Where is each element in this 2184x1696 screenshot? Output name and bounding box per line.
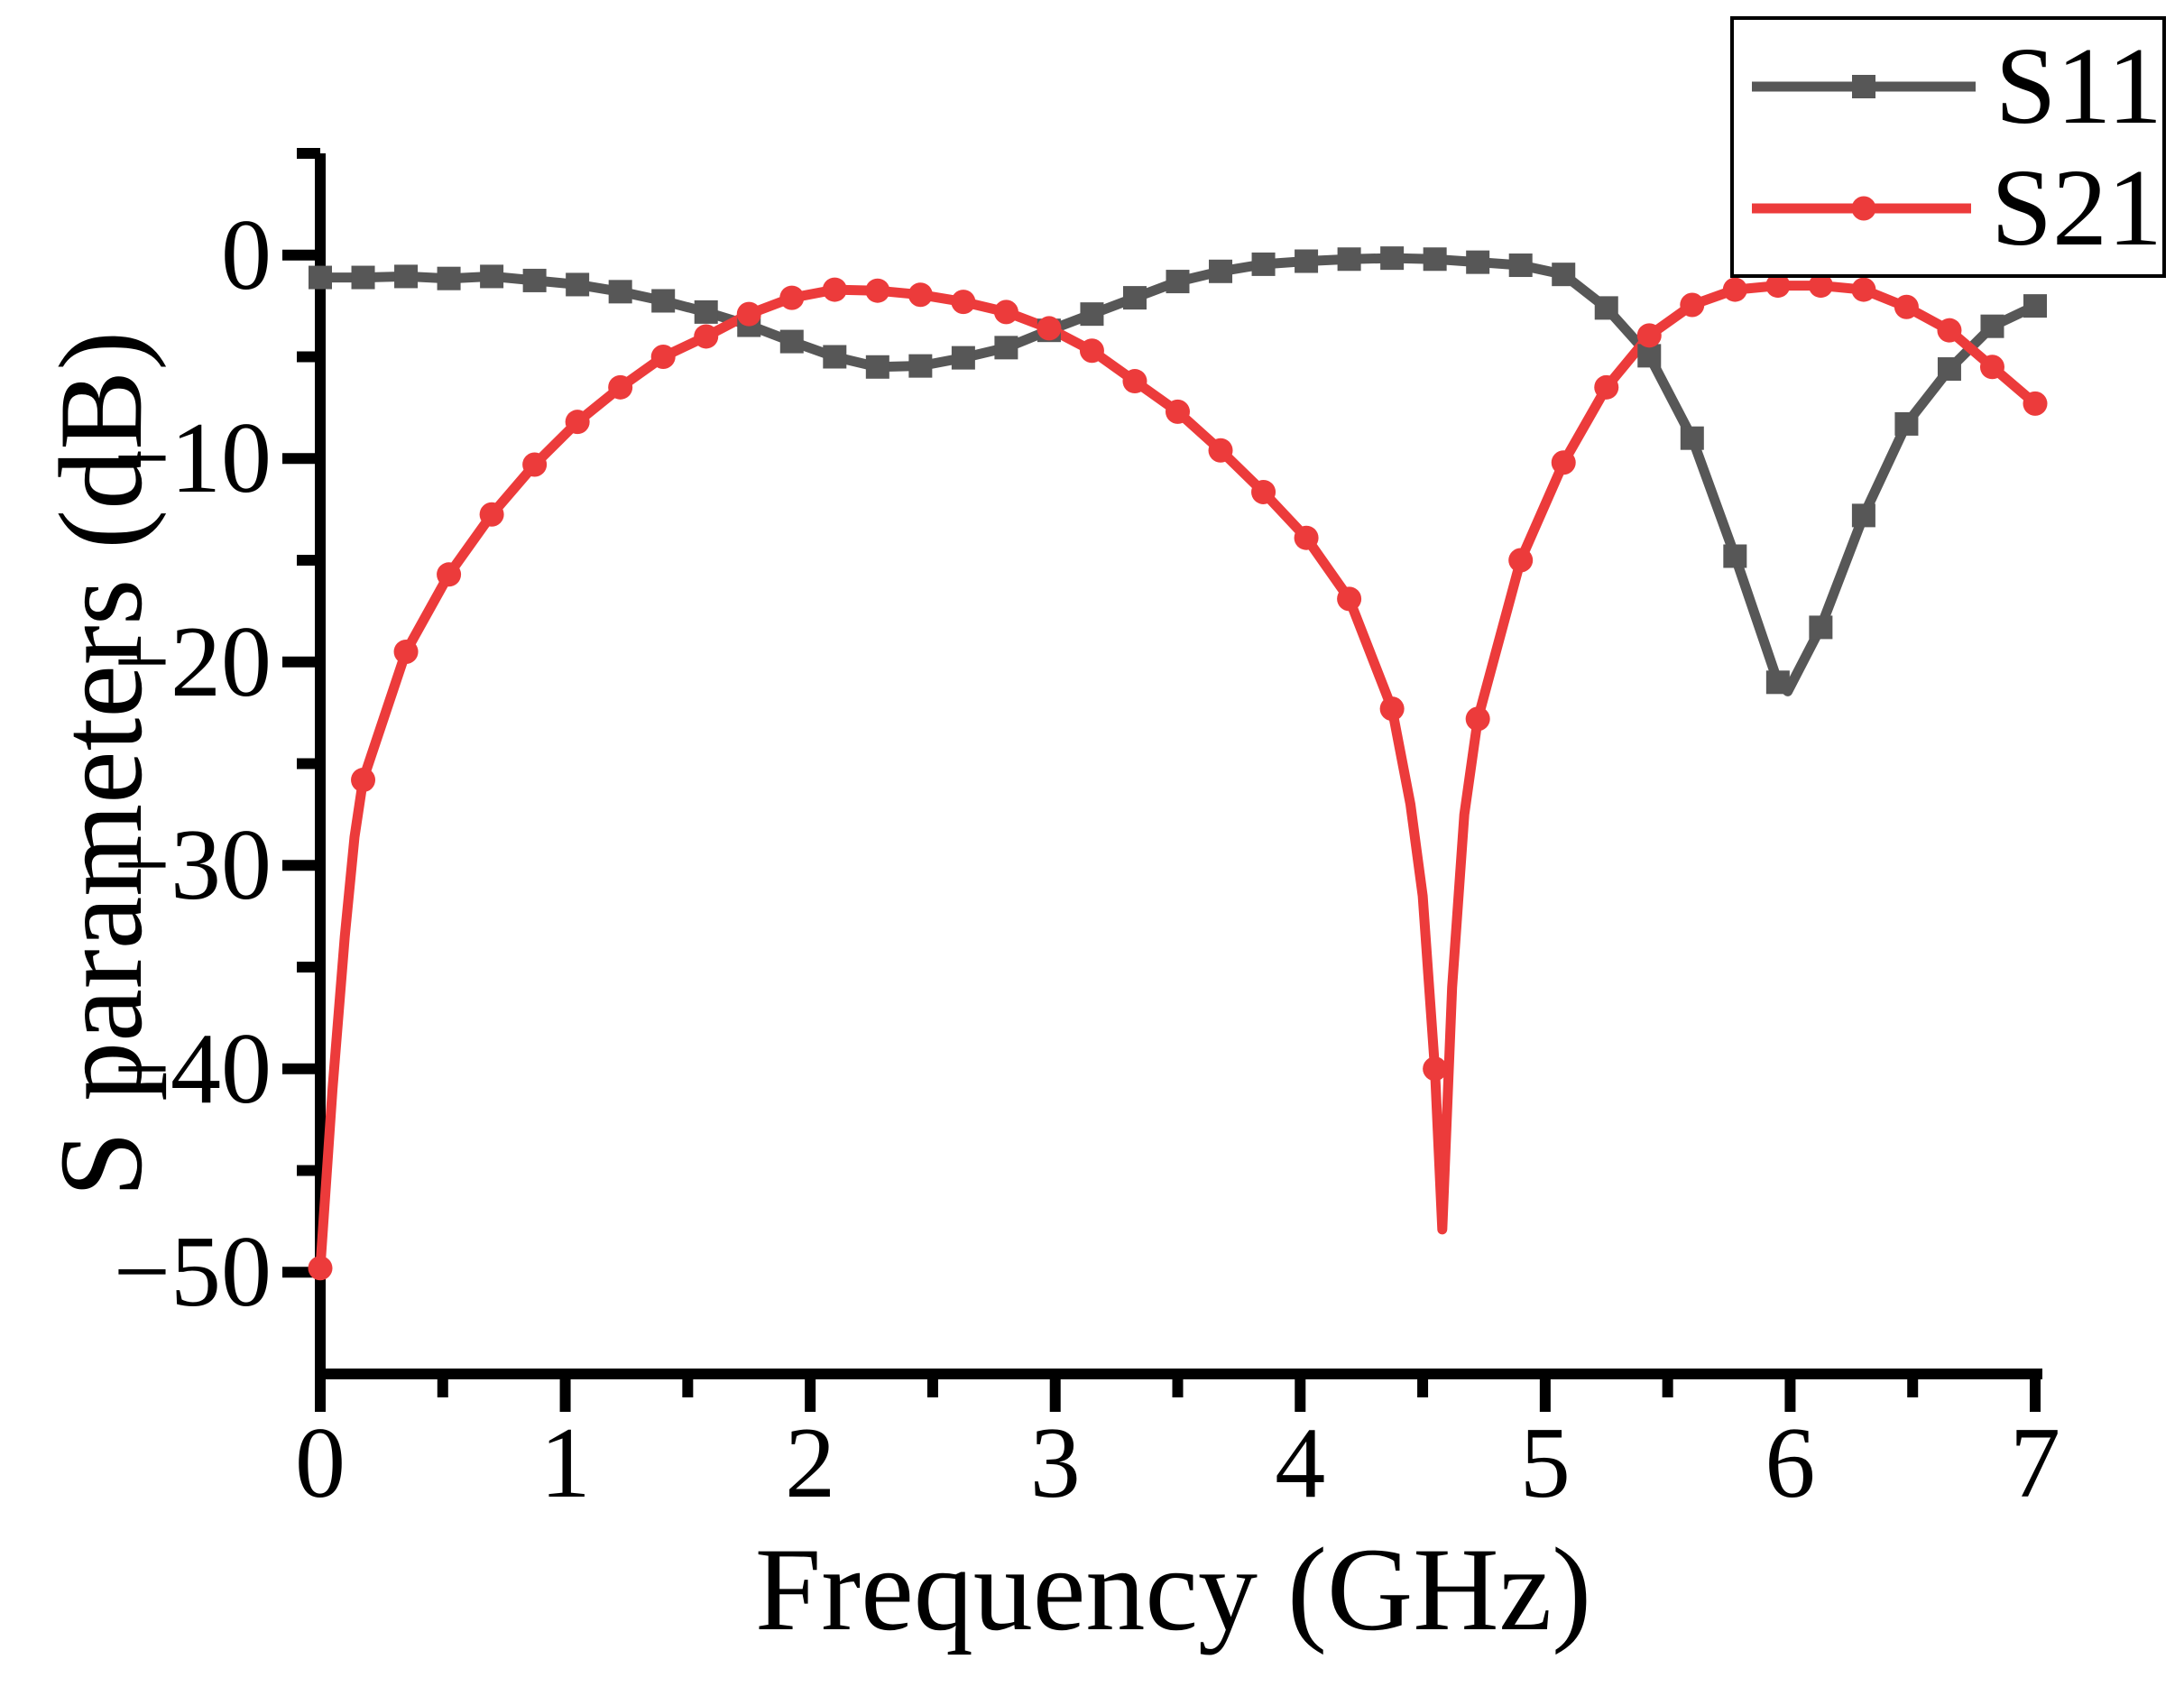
- y-tick-label-m50: −50: [113, 1216, 272, 1329]
- legend-entry-s21: S21: [1734, 146, 2162, 269]
- x-tick-label-6: 6: [1765, 1407, 1816, 1519]
- y-tick-label-m40: −40: [113, 1012, 272, 1125]
- x-tick-label-3: 3: [1029, 1407, 1081, 1519]
- y-tick-label-m30: −30: [113, 809, 272, 922]
- s11-markers: [309, 246, 2047, 695]
- x-tick-label-5: 5: [1519, 1407, 1571, 1519]
- s21-line-circle-marker-icon: [1752, 196, 1972, 220]
- s11-line-square-marker-icon: [1752, 74, 1976, 98]
- y-tick-label-m20: −20: [113, 605, 272, 718]
- s21-markers: [308, 273, 2048, 1281]
- y-tick-label-m10: −10: [113, 402, 272, 515]
- y-tick-label-0: 0: [221, 198, 272, 311]
- y-axis-title: S parameters (dB): [34, 330, 167, 1197]
- x-tick-label-1: 1: [539, 1407, 591, 1519]
- x-tick-label-7: 7: [2010, 1407, 2060, 1519]
- x-axis-ticks: [315, 1374, 2041, 1412]
- legend-entry-s11: S11: [1734, 24, 2162, 147]
- y-axis-ticks: [282, 148, 320, 1278]
- s11-curve: [315, 253, 2041, 696]
- axes: [315, 153, 2042, 1379]
- legend: S11 S21: [1730, 16, 2166, 278]
- legend-label-s21: S21: [1991, 146, 2162, 269]
- x-tick-label-0: 0: [295, 1407, 346, 1519]
- x-tick-label-4: 4: [1275, 1407, 1326, 1519]
- x-axis-title: Frequency (GHz): [754, 1523, 1592, 1655]
- x-tick-label-2: 2: [785, 1407, 836, 1519]
- legend-label-s11: S11: [1995, 24, 2162, 147]
